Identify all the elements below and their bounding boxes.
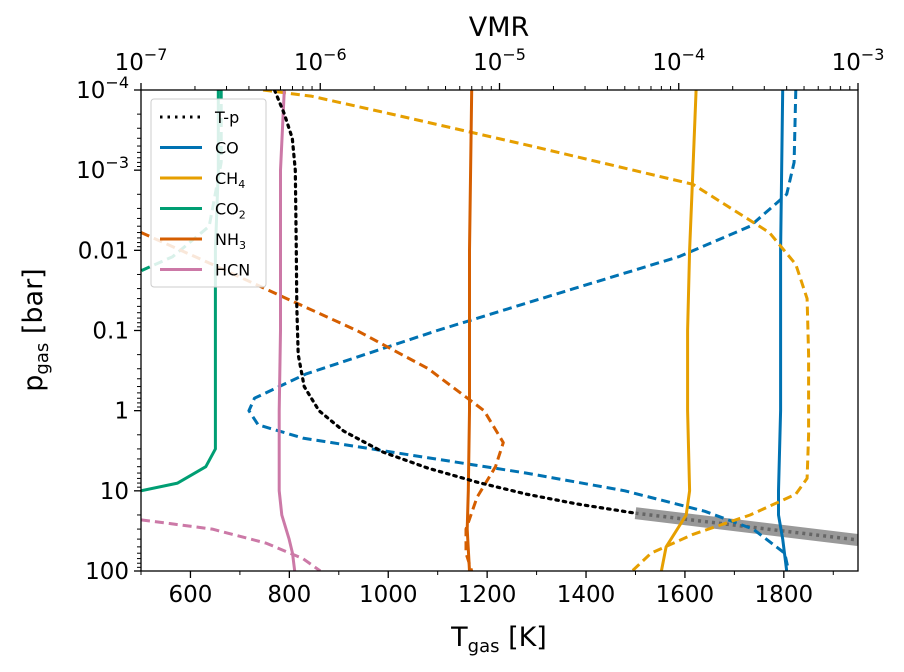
y-axis-title: pgas [bar] — [18, 268, 53, 391]
legend-label-co2: CO2 — [215, 200, 246, 222]
legend-label-hcn: HCN — [215, 261, 250, 280]
x2-tick-label: 10−5 — [473, 45, 526, 76]
y-tick-label: 1 — [114, 399, 129, 425]
series-tp-profile — [272, 90, 638, 515]
legend-label-co: CO — [215, 139, 239, 158]
x-tick-label: 1200 — [458, 582, 517, 608]
series-hcn-solid — [277, 90, 297, 571]
x-tick-label: 800 — [267, 582, 311, 608]
x2-tick-label: 10−4 — [652, 45, 705, 76]
y-tick-label: 0.01 — [78, 238, 129, 264]
series-ch4-dashed — [262, 90, 811, 571]
x-tick-label: 1000 — [359, 582, 418, 608]
series-co-solid — [777, 90, 789, 571]
legend-box — [150, 98, 267, 288]
series-nh3-dashed — [141, 231, 505, 571]
y-tick-label: 10 — [100, 479, 129, 505]
legend-entries: T-p CO CH4 CO2 NH3 HCN — [160, 108, 250, 280]
x2-axis-title: VMR — [469, 12, 530, 43]
y-tick-label: 100 — [85, 559, 129, 585]
legend-label-ch4: CH4 — [215, 169, 245, 191]
series-hcn-dashed — [141, 518, 322, 571]
legend: T-p CO CH4 CO2 NH3 HCN — [150, 98, 267, 288]
x2-tick-label: 10−6 — [294, 45, 347, 76]
y-tick-label: 10−4 — [76, 73, 129, 104]
x-axis-title: Tgas [K] — [450, 622, 547, 657]
x-tick-label: 1400 — [557, 582, 616, 608]
x-tick-label: 1600 — [656, 582, 715, 608]
x-tick-label: 1800 — [755, 582, 814, 608]
y-tick-label: 0.1 — [92, 319, 129, 345]
y-tick-label: 10−3 — [76, 153, 129, 184]
x2-tick-label: 10−3 — [832, 45, 885, 76]
legend-label-nh3: NH3 — [215, 230, 246, 252]
legend-label-t-p: T-p — [214, 108, 239, 127]
x2-tick-label: 10−7 — [115, 45, 168, 76]
series-co-dashed — [247, 90, 798, 571]
series-nh3-solid — [465, 90, 474, 571]
series-ch4-solid — [659, 90, 698, 571]
x-tick-label: 600 — [168, 582, 212, 608]
